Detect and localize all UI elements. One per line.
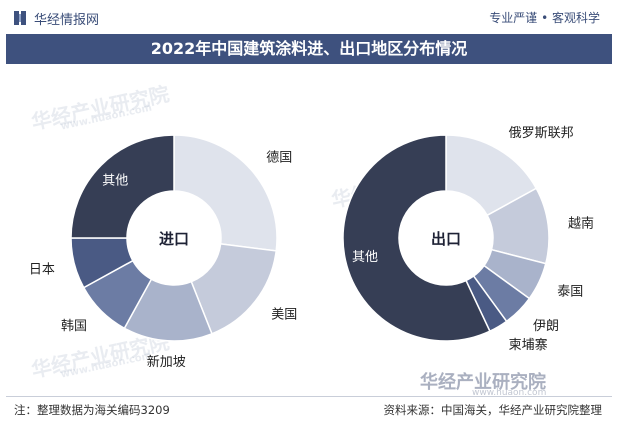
slice-label: 美国 bbox=[271, 307, 297, 322]
watermark-logo-text: 华经产业研究院 bbox=[420, 372, 546, 393]
title-bar: 2022年中国建筑涂料进、出口地区分布情况 bbox=[6, 34, 612, 64]
footer-source: 资料来源：中国海关，华经产业研究院整理 bbox=[383, 403, 603, 417]
slice-label: 柬埔寨 bbox=[509, 337, 548, 353]
brand-slogan: 专业严谨 • 客观科学 bbox=[489, 11, 600, 25]
slice-label: 泰国 bbox=[557, 284, 583, 299]
brand-name: 华经情报网 bbox=[34, 13, 100, 28]
slice-label: 其他 bbox=[352, 250, 378, 265]
donut-center-label: 出口 bbox=[431, 230, 461, 248]
slice-label: 伊朗 bbox=[533, 319, 559, 334]
slice-label: 其他 bbox=[102, 173, 128, 188]
slice-label: 日本 bbox=[29, 263, 55, 278]
footer-note: 注：整理数据为海关编码3209 bbox=[14, 403, 170, 417]
top-bar: 华经情报网 专业严谨 • 客观科学 bbox=[0, 0, 618, 34]
footer-divider bbox=[6, 396, 612, 397]
brand-logo-icon bbox=[14, 11, 26, 25]
donut-slice bbox=[342, 134, 491, 342]
donut-slice bbox=[70, 134, 175, 239]
slice-label: 德国 bbox=[266, 151, 292, 166]
watermark-url: www.huaon.com bbox=[472, 388, 547, 398]
donut-slice bbox=[190, 243, 278, 335]
donut-center-label: 进口 bbox=[159, 230, 189, 248]
slice-label: 韩国 bbox=[61, 319, 87, 334]
slice-label: 越南 bbox=[568, 216, 594, 232]
chart-title: 2022年中国建筑涂料进、出口地区分布情况 bbox=[150, 39, 468, 58]
donut-slice bbox=[173, 134, 278, 252]
slice-label: 俄罗斯联邦 bbox=[509, 126, 574, 141]
donut-slice bbox=[445, 134, 538, 217]
slice-label: 新加坡 bbox=[147, 354, 186, 370]
